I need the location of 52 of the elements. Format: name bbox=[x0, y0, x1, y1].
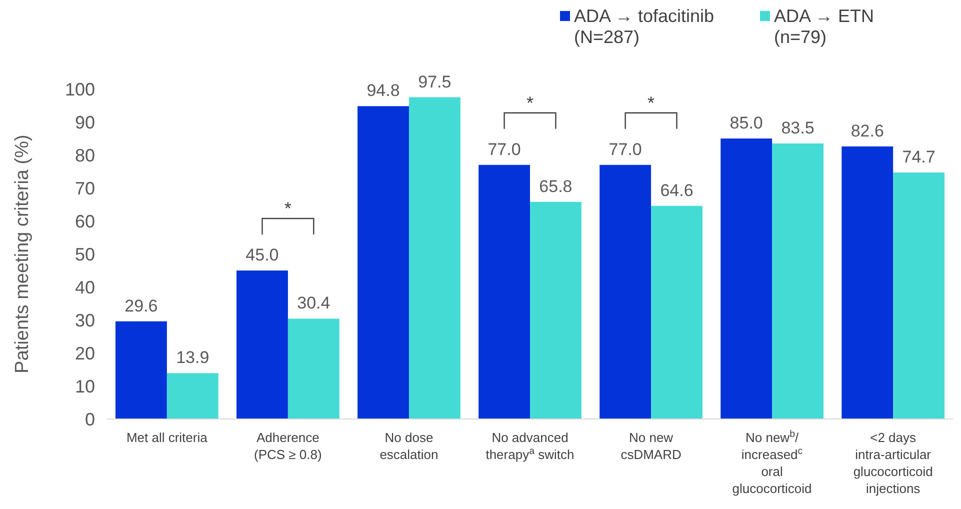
y-tick-label: 50 bbox=[74, 244, 95, 264]
bar bbox=[358, 106, 409, 419]
y-axis-title: Patients meeting criteria (%) bbox=[12, 134, 33, 374]
bar bbox=[236, 270, 288, 419]
bar bbox=[166, 373, 218, 419]
data-label: 45.0 bbox=[246, 246, 279, 264]
bar bbox=[478, 164, 530, 419]
y-tick-label: 70 bbox=[74, 178, 95, 198]
y-tick-label: 90 bbox=[74, 112, 95, 132]
y-tick-label: 100 bbox=[64, 79, 95, 100]
data-label: 29.6 bbox=[124, 296, 158, 316]
data-label: 74.7 bbox=[902, 147, 936, 166]
annotation: * bbox=[648, 92, 655, 113]
x-tick-label: <2 days intra-articular glucocorticoid injections bbox=[853, 430, 933, 496]
y-tick-label: 20 bbox=[74, 343, 95, 364]
bar bbox=[772, 143, 824, 419]
x-tick-label: No new csDMARD bbox=[620, 430, 682, 462]
y-tick-label: 80 bbox=[74, 145, 95, 166]
bar bbox=[600, 164, 652, 419]
x-tick-label: Adherence (PCS ≥ 0.8) bbox=[254, 430, 322, 462]
category-label: No new$^{b}$/ increased$^{c}$ oral glucocorticoid bbox=[732, 428, 812, 496]
bar bbox=[651, 206, 702, 419]
bar bbox=[288, 318, 340, 419]
data-label: 13.9 bbox=[176, 348, 210, 368]
annotation: * bbox=[284, 198, 292, 218]
data-label: 97.5 bbox=[418, 72, 452, 92]
data-label: 30.4 bbox=[297, 294, 330, 313]
data-label: 64.6 bbox=[660, 180, 694, 200]
data-label: 65.8 bbox=[539, 176, 572, 196]
y-tick-label: 40 bbox=[74, 277, 95, 298]
data-label: 94.8 bbox=[366, 81, 400, 100]
legend-label: ADA → tofacitinib (N=287) bbox=[574, 6, 714, 47]
x-tick-label: Met all criteria bbox=[126, 430, 208, 445]
x-tick-label: No dose escalation bbox=[380, 430, 438, 462]
data-label: 77.0 bbox=[608, 140, 642, 159]
y-tick-label: 10 bbox=[74, 376, 95, 396]
data-label: 77.0 bbox=[488, 140, 521, 159]
x-tick-label: No advanced therapy$^{a}$ switch bbox=[486, 430, 574, 462]
bar bbox=[408, 97, 460, 419]
data-label: 83.5 bbox=[781, 118, 814, 138]
bar bbox=[530, 202, 582, 419]
bar bbox=[893, 172, 945, 419]
bar bbox=[842, 146, 894, 419]
bar bbox=[115, 321, 167, 419]
bar bbox=[720, 138, 772, 419]
y-tick-label: 0 bbox=[84, 409, 95, 430]
data-label: 82.6 bbox=[850, 121, 884, 140]
y-tick-label: 30 bbox=[74, 310, 95, 330]
legend-label: ADA → ETN (n=79) bbox=[774, 6, 874, 47]
data-label: 85.0 bbox=[730, 114, 763, 132]
y-tick-label: 60 bbox=[74, 211, 95, 232]
annotation: * bbox=[526, 92, 534, 113]
